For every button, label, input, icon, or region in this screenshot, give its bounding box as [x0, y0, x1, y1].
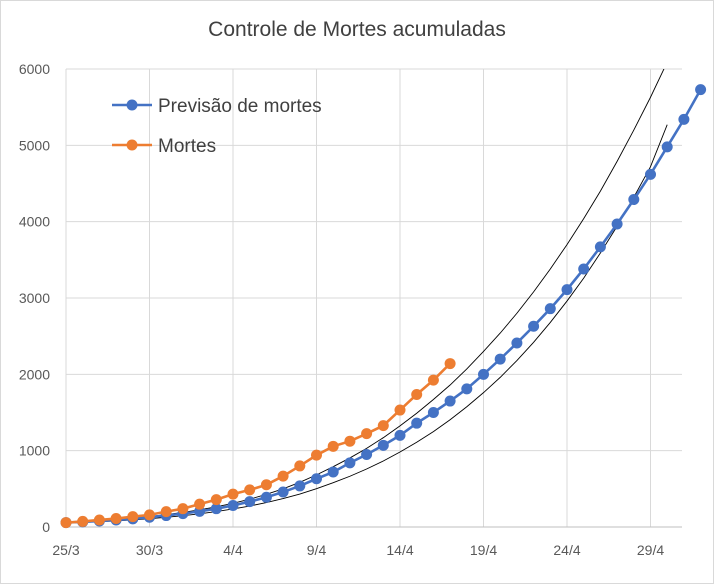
mortes-point — [144, 509, 155, 521]
previsao-point — [511, 337, 523, 349]
mortes-point — [311, 449, 322, 461]
lower-bound-line — [66, 124, 668, 524]
x-tick-label: 29/4 — [637, 542, 664, 558]
y-tick-label: 3000 — [19, 290, 50, 306]
previsao-point — [244, 496, 256, 508]
legend-label: Mortes — [158, 136, 216, 157]
mortes-point — [277, 470, 289, 482]
previsao-point — [628, 194, 640, 206]
previsao-point — [411, 417, 423, 429]
legend-marker — [126, 139, 138, 151]
previsao-point — [678, 113, 690, 125]
chart-title: Controle de Mortes acumuladas — [208, 18, 506, 41]
previsao-point — [478, 368, 489, 380]
mortes-point — [244, 484, 256, 496]
previsao-point — [695, 84, 707, 96]
y-tick-label: 6000 — [19, 61, 50, 77]
legend-marker — [126, 99, 138, 111]
x-tick-label: 30/3 — [136, 542, 163, 558]
mortes-point — [127, 511, 139, 523]
mortes-point — [411, 388, 423, 400]
previsao-point — [444, 395, 456, 407]
legend-label: Previsão de mortes — [158, 96, 322, 117]
previsao-point — [661, 141, 673, 153]
mortes-point — [327, 440, 339, 452]
previsao-point — [427, 407, 439, 418]
y-tick-label: 4000 — [19, 214, 50, 230]
mortes-point — [110, 513, 122, 525]
mortes-point — [344, 435, 356, 447]
previsao-point — [227, 499, 239, 511]
mortes-point — [444, 358, 456, 370]
x-tick-label: 14/4 — [386, 542, 413, 558]
previsao-point — [611, 218, 623, 230]
previsao-point — [377, 439, 389, 451]
previsao-point — [461, 383, 473, 395]
mortes-point — [427, 374, 439, 386]
previsao-point — [645, 168, 656, 180]
mortes-point — [394, 404, 406, 416]
x-tick-label: 24/4 — [553, 542, 580, 558]
previsao-point — [494, 353, 506, 365]
previsao-point — [344, 457, 356, 469]
previsao-point — [594, 241, 606, 253]
mortes-point — [361, 428, 373, 440]
y-tick-label: 0 — [42, 519, 50, 535]
mortes-point — [160, 506, 172, 518]
y-tick-label: 5000 — [19, 137, 50, 153]
mortes-point — [93, 514, 105, 526]
mortes-point — [194, 498, 206, 510]
mortes-point — [260, 479, 272, 491]
x-tick-label: 9/4 — [307, 542, 327, 558]
x-tick-label: 25/3 — [52, 542, 79, 558]
previsao-point — [260, 491, 272, 503]
previsao-point — [394, 429, 406, 441]
mortes-point — [377, 420, 389, 432]
x-tick-label: 19/4 — [470, 542, 497, 558]
x-tick-label: 4/4 — [223, 542, 243, 558]
previsao-point — [311, 473, 322, 485]
previsao-point — [294, 480, 306, 492]
mortes-point — [210, 494, 222, 506]
mortes-point — [294, 460, 306, 472]
previsao-point — [544, 303, 556, 315]
previsao-point — [210, 503, 222, 515]
previsao-point — [277, 486, 289, 498]
y-tick-label: 2000 — [19, 366, 50, 382]
mortes-point — [77, 515, 89, 527]
previsao-point — [327, 466, 339, 478]
previsao-point — [578, 263, 590, 275]
mortes-point — [177, 503, 189, 515]
y-tick-label: 1000 — [19, 443, 50, 459]
previsao-point — [528, 320, 540, 332]
mortes-point — [227, 488, 239, 500]
previsao-point — [361, 448, 373, 460]
previsao-point — [561, 284, 573, 296]
mortes-point — [60, 517, 72, 529]
